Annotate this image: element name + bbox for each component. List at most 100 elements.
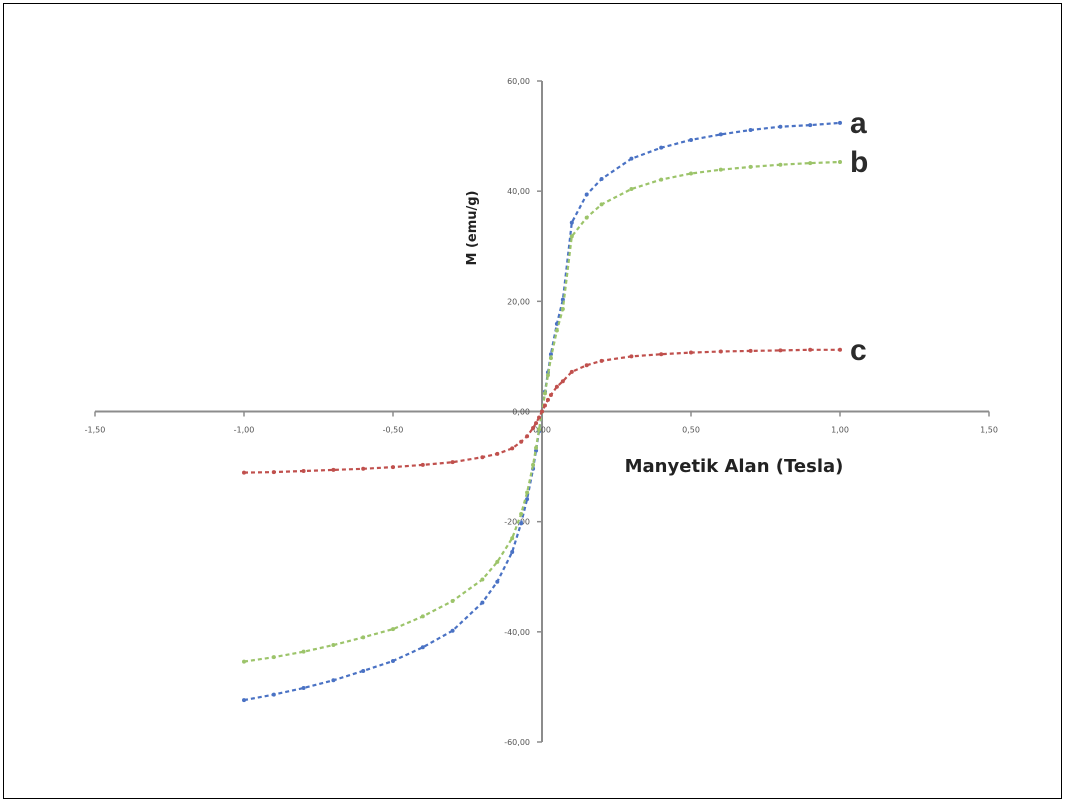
x-tick-label: -0,50 bbox=[383, 426, 404, 435]
data-point-b bbox=[548, 356, 553, 361]
data-point-b bbox=[718, 167, 723, 172]
data-point-c bbox=[510, 446, 515, 451]
data-point-a bbox=[548, 352, 553, 357]
y-tick-label: 40,00 bbox=[507, 187, 530, 196]
data-point-b bbox=[450, 598, 455, 603]
data-point-a bbox=[689, 137, 693, 142]
data-point-c bbox=[242, 470, 246, 475]
data-point-c bbox=[718, 349, 723, 354]
data-point-b bbox=[480, 577, 485, 582]
data-point-a bbox=[242, 698, 246, 703]
data-point-a bbox=[510, 549, 515, 554]
y-tick-label: 0,00 bbox=[512, 408, 530, 417]
data-point-b bbox=[534, 445, 539, 450]
series-label-b: b bbox=[850, 146, 868, 179]
data-point-b bbox=[584, 215, 589, 220]
data-point-b bbox=[519, 511, 524, 516]
data-point-a bbox=[838, 120, 842, 125]
y-tick-label: -60,00 bbox=[504, 738, 530, 747]
data-point-a bbox=[748, 128, 753, 133]
data-point-a bbox=[450, 628, 455, 633]
data-point-c bbox=[301, 468, 306, 473]
data-point-c bbox=[450, 460, 455, 465]
data-point-c bbox=[748, 348, 753, 353]
data-point-c bbox=[542, 403, 547, 408]
data-point-c bbox=[554, 384, 559, 389]
data-point-c bbox=[420, 462, 425, 467]
data-point-b bbox=[545, 373, 550, 378]
data-point-a bbox=[569, 220, 574, 225]
data-point-c bbox=[519, 439, 524, 444]
data-point-c bbox=[659, 352, 664, 357]
y-tick-label: -40,00 bbox=[504, 628, 530, 637]
data-point-b bbox=[629, 186, 634, 191]
x-tick-label: 1,00 bbox=[831, 426, 849, 435]
data-point-b bbox=[659, 177, 664, 182]
y-tick-label: 20,00 bbox=[507, 297, 530, 306]
data-point-c bbox=[537, 415, 542, 420]
data-point-c bbox=[361, 466, 366, 471]
data-point-a bbox=[495, 579, 500, 584]
data-point-b bbox=[569, 234, 574, 239]
data-point-b bbox=[599, 202, 604, 207]
data-point-a bbox=[420, 645, 425, 650]
labels-layer: Manyetik Alan (Tesla) M (emu/g) ab c bbox=[465, 107, 868, 477]
data-point-a bbox=[659, 145, 664, 150]
data-point-b bbox=[361, 635, 366, 640]
data-point-b bbox=[391, 627, 395, 632]
data-point-c bbox=[569, 369, 574, 374]
data-point-c bbox=[525, 434, 530, 439]
data-point-b bbox=[778, 162, 783, 167]
data-point-b bbox=[689, 171, 693, 176]
data-point-b bbox=[748, 164, 753, 169]
data-point-c bbox=[531, 426, 536, 431]
data-point-b bbox=[301, 649, 306, 654]
y-axis-title: M (emu/g) bbox=[465, 190, 480, 265]
data-point-c bbox=[599, 358, 604, 363]
data-point-b bbox=[542, 391, 547, 396]
data-point-b bbox=[838, 159, 842, 164]
data-point-a bbox=[584, 192, 589, 197]
series-label-a: a bbox=[850, 107, 867, 140]
series-layer bbox=[242, 120, 842, 703]
data-point-b bbox=[554, 328, 559, 333]
data-point-b bbox=[510, 536, 515, 541]
data-point-b bbox=[537, 427, 542, 432]
data-point-c bbox=[331, 467, 336, 472]
data-point-a bbox=[534, 448, 539, 453]
data-point-a bbox=[271, 692, 276, 697]
data-point-b bbox=[331, 643, 336, 648]
data-point-a bbox=[599, 177, 604, 182]
data-point-a bbox=[331, 678, 336, 683]
data-point-a bbox=[391, 659, 395, 664]
data-point-b bbox=[525, 490, 530, 495]
x-tick-label: 0,50 bbox=[682, 426, 700, 435]
data-point-c bbox=[689, 350, 693, 355]
data-point-a bbox=[778, 124, 783, 129]
data-point-a bbox=[718, 132, 723, 137]
data-point-c bbox=[495, 451, 500, 456]
data-point-b bbox=[420, 614, 425, 619]
x-tick-label: 0,00 bbox=[533, 426, 551, 435]
data-point-c bbox=[838, 347, 842, 352]
data-point-a bbox=[301, 686, 306, 691]
series-label-c: c bbox=[850, 334, 867, 367]
data-point-c bbox=[778, 348, 783, 353]
data-point-b bbox=[242, 659, 246, 664]
data-point-c bbox=[534, 421, 539, 426]
data-point-c bbox=[545, 397, 550, 402]
x-tick-label: 1,50 bbox=[980, 426, 998, 435]
data-point-c bbox=[808, 347, 813, 352]
data-point-b bbox=[808, 161, 813, 166]
x-tick-label: -1,00 bbox=[234, 426, 255, 435]
data-point-a bbox=[519, 521, 524, 526]
x-axis-title: Manyetik Alan (Tesla) bbox=[625, 456, 844, 477]
data-point-a bbox=[361, 668, 366, 673]
data-point-a bbox=[629, 156, 634, 161]
x-tick-label: -1,50 bbox=[85, 426, 106, 435]
chart-frame bbox=[3, 3, 1062, 799]
series-c bbox=[242, 347, 842, 475]
data-point-c bbox=[584, 363, 589, 368]
data-point-c bbox=[480, 455, 485, 460]
